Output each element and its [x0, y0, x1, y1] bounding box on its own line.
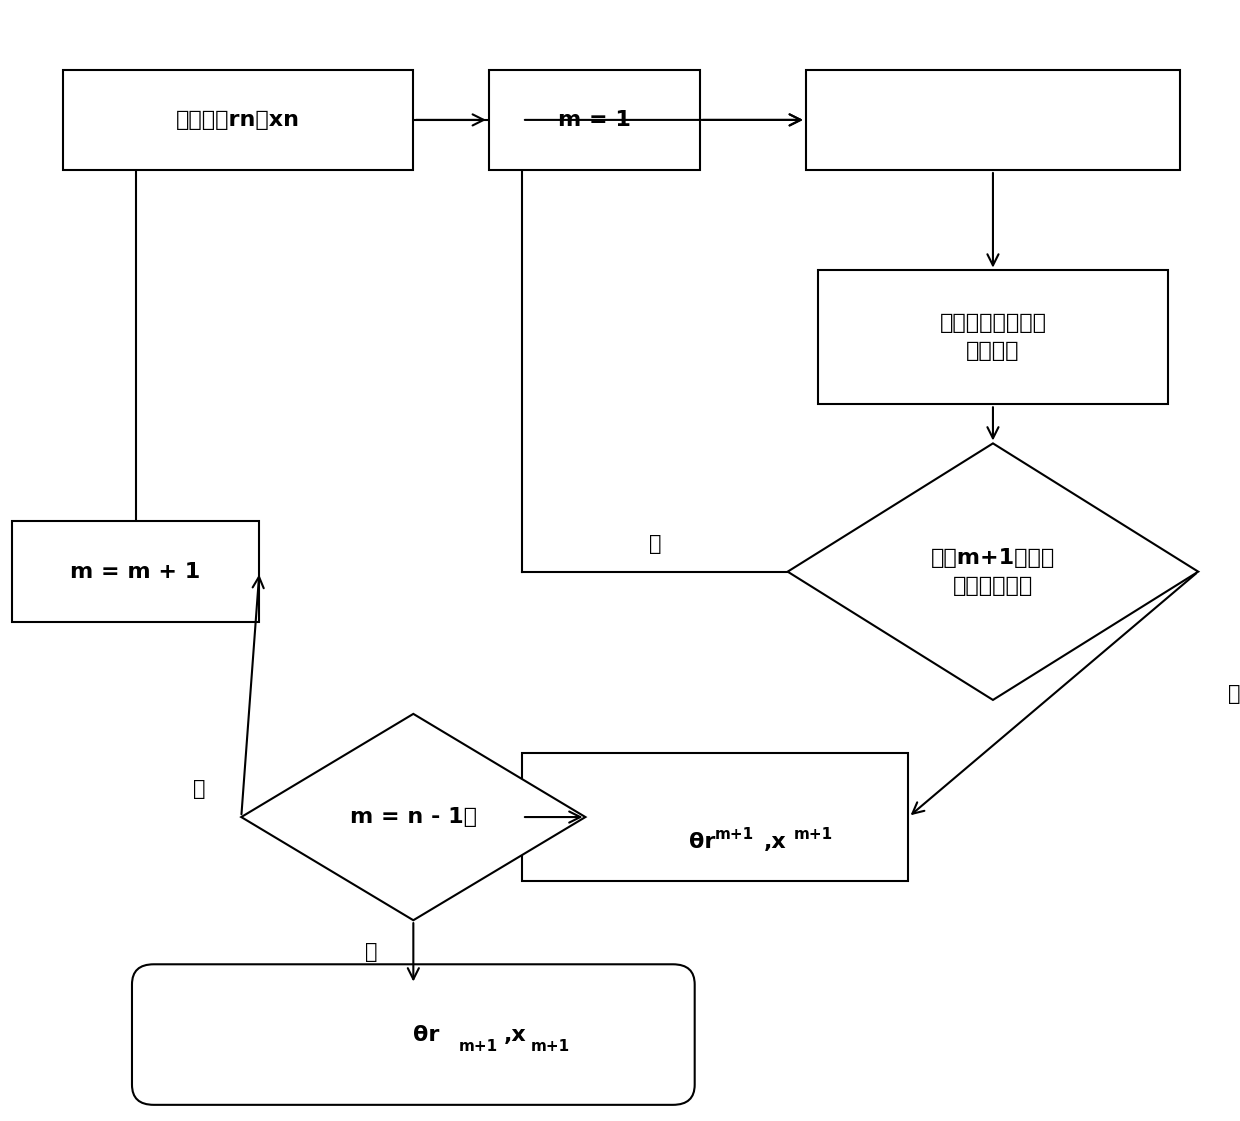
Text: m = m + 1: m = m + 1: [71, 562, 201, 582]
Text: θr: θr: [413, 1025, 440, 1045]
Text: ,x: ,x: [503, 1025, 527, 1045]
Text: 在第m+1波段上
出现负相关？: 在第m+1波段上 出现负相关？: [931, 548, 1055, 595]
FancyBboxPatch shape: [12, 521, 259, 622]
Text: m+1: m+1: [531, 1039, 569, 1055]
FancyBboxPatch shape: [522, 753, 909, 881]
Text: 是: 是: [1229, 684, 1240, 704]
Text: 是: 是: [365, 943, 377, 962]
FancyBboxPatch shape: [489, 70, 701, 170]
FancyBboxPatch shape: [63, 70, 413, 170]
Polygon shape: [787, 444, 1198, 700]
Text: 否: 否: [192, 779, 205, 799]
Text: m+1: m+1: [459, 1039, 498, 1055]
Text: ,x: ,x: [764, 832, 786, 852]
Text: 输入光谱rn，xn: 输入光谱rn，xn: [176, 110, 300, 130]
Text: 展开公式，生成方
程并求解: 展开公式，生成方 程并求解: [940, 314, 1047, 361]
FancyBboxPatch shape: [131, 964, 694, 1105]
Text: m+1: m+1: [794, 826, 833, 842]
FancyBboxPatch shape: [818, 270, 1168, 405]
Text: θr: θr: [689, 832, 715, 852]
Text: m = 1: m = 1: [558, 110, 631, 130]
Text: m = n - 1？: m = n - 1？: [350, 807, 477, 827]
Text: 否: 否: [649, 534, 661, 554]
FancyBboxPatch shape: [806, 70, 1180, 170]
Text: m+1: m+1: [715, 826, 754, 842]
Polygon shape: [242, 714, 585, 920]
